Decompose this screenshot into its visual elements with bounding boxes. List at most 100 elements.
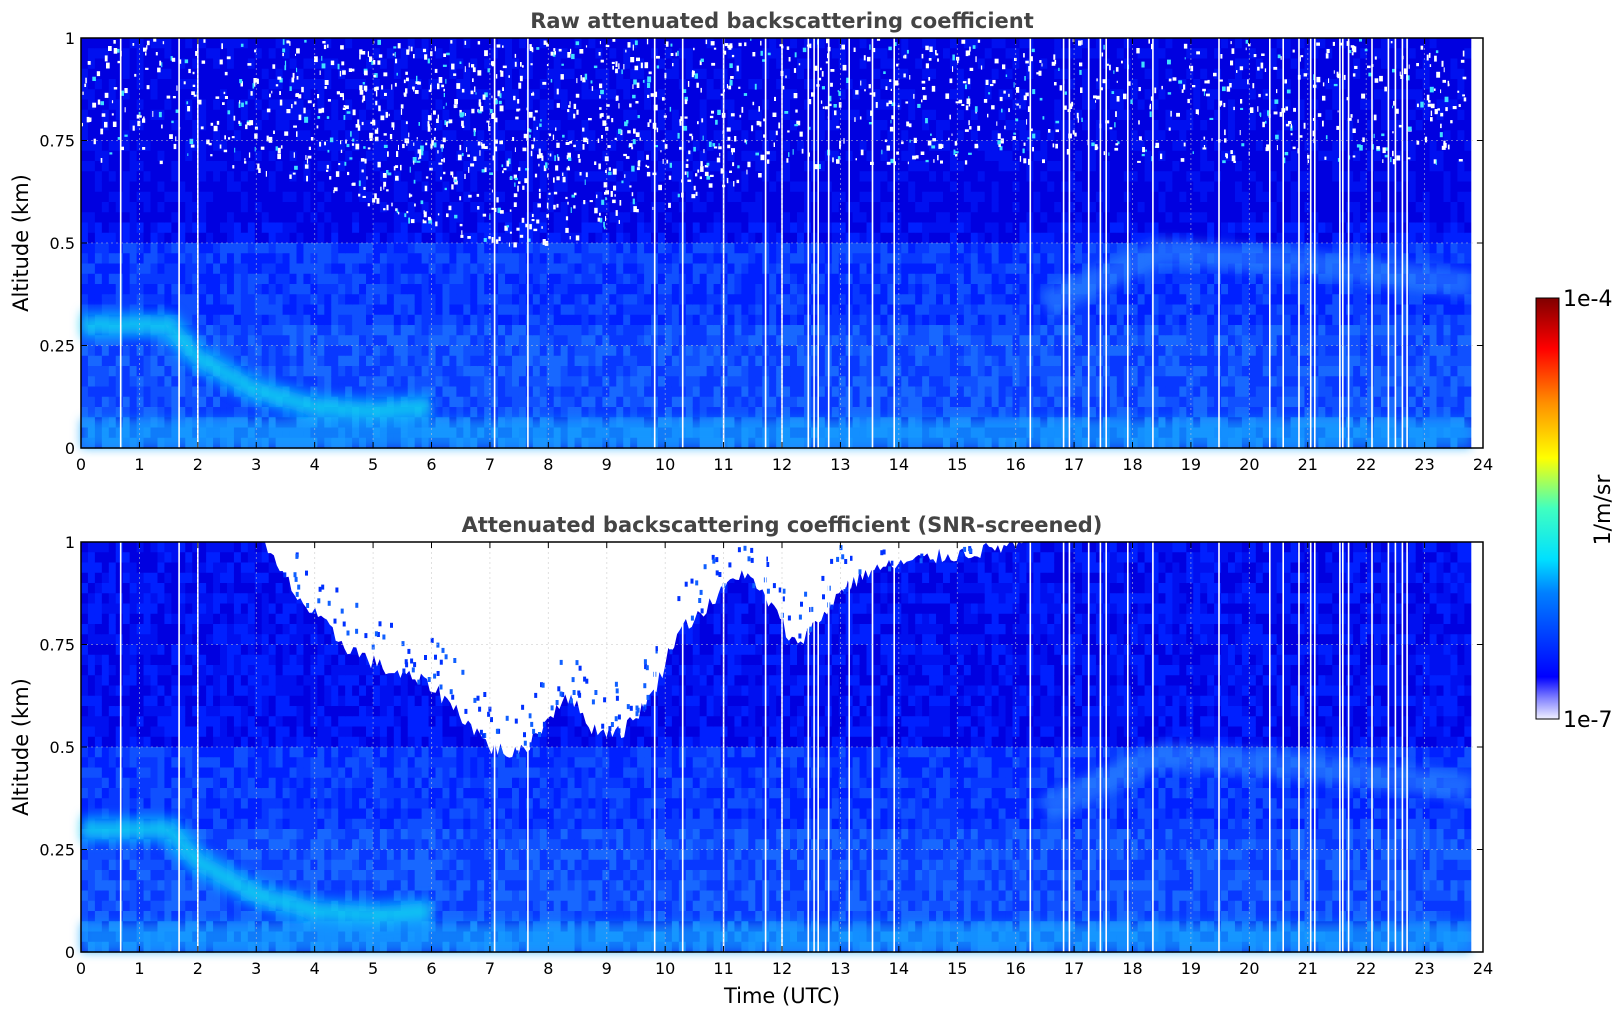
heatmap-cell bbox=[345, 48, 353, 59]
heatmap-cell bbox=[262, 346, 270, 357]
heatmap-cell bbox=[401, 356, 409, 367]
heatmap-cell bbox=[116, 59, 124, 70]
heatmap-cell bbox=[95, 79, 103, 90]
heatmap-cell bbox=[116, 212, 124, 223]
heatmap-cell bbox=[199, 202, 207, 213]
heatmap-cell bbox=[213, 335, 221, 346]
heatmap-cell bbox=[234, 346, 242, 357]
heatmap-cell bbox=[171, 171, 179, 182]
heatmap-cell bbox=[109, 243, 117, 254]
heatmap-cell bbox=[227, 100, 235, 111]
heatmap-cell bbox=[151, 407, 159, 418]
heatmap-cell bbox=[352, 376, 360, 387]
heatmap-cell bbox=[324, 376, 332, 387]
heatmap-cell bbox=[331, 89, 339, 100]
heatmap-cell bbox=[310, 366, 318, 377]
heatmap-cell bbox=[262, 161, 270, 172]
heatmap-cell bbox=[144, 253, 152, 264]
heatmap-cell bbox=[290, 38, 298, 49]
heatmap-cell bbox=[324, 356, 332, 367]
heatmap-cell bbox=[95, 110, 103, 121]
heatmap-cell bbox=[164, 202, 172, 213]
heatmap-cell bbox=[415, 284, 423, 295]
heatmap-cell bbox=[408, 305, 416, 316]
heatmap-cell bbox=[116, 151, 124, 162]
heatmap-cell bbox=[408, 110, 416, 121]
heatmap-cell bbox=[130, 264, 138, 275]
heatmap-cell bbox=[401, 233, 409, 244]
heatmap-cell bbox=[227, 59, 235, 70]
heatmap-cell bbox=[137, 38, 145, 49]
heatmap-cell bbox=[241, 284, 249, 295]
heatmap-cell bbox=[366, 325, 374, 336]
heatmap-cell bbox=[394, 223, 402, 234]
heatmap-cell bbox=[324, 69, 332, 80]
heatmap-cell bbox=[276, 264, 284, 275]
heatmap-cell bbox=[81, 59, 89, 70]
heatmap-cell bbox=[109, 59, 117, 70]
heatmap-cell bbox=[338, 335, 346, 346]
heatmap-cell bbox=[359, 110, 367, 121]
heatmap-cell bbox=[81, 223, 89, 234]
heatmap-cell bbox=[262, 243, 270, 254]
heatmap-cell bbox=[192, 130, 200, 141]
heatmap-cell bbox=[137, 346, 145, 357]
heatmap-cell bbox=[359, 274, 367, 285]
heatmap-cell bbox=[102, 79, 110, 90]
heatmap-cell bbox=[262, 212, 270, 223]
heatmap-cell bbox=[144, 100, 152, 111]
heatmap-cell bbox=[269, 243, 277, 254]
heatmap-cell bbox=[164, 397, 172, 408]
heatmap-cell bbox=[429, 151, 437, 162]
heatmap-cell bbox=[283, 264, 291, 275]
heatmap-cell bbox=[373, 253, 381, 264]
heatmap-cell bbox=[213, 315, 221, 326]
heatmap-cell bbox=[109, 233, 117, 244]
heatmap-cell bbox=[234, 335, 242, 346]
heatmap-cell bbox=[276, 38, 284, 49]
heatmap-cell bbox=[171, 294, 179, 305]
heatmap-cell bbox=[422, 325, 430, 336]
heatmap-cell bbox=[276, 171, 284, 182]
heatmap-cell bbox=[213, 141, 221, 152]
heatmap-cell bbox=[248, 38, 256, 49]
heatmap-cell bbox=[429, 182, 437, 193]
heatmap-cell bbox=[297, 325, 305, 336]
heatmap-cell bbox=[185, 171, 193, 182]
heatmap-cell bbox=[171, 202, 179, 213]
heatmap-cell bbox=[331, 212, 339, 223]
heatmap-cell bbox=[206, 69, 214, 80]
heatmap-cell bbox=[345, 376, 353, 387]
heatmap-cell bbox=[262, 202, 270, 213]
heatmap-cell bbox=[338, 120, 346, 131]
heatmap-cell bbox=[303, 89, 311, 100]
heatmap-cell bbox=[81, 346, 89, 357]
heatmap-cell bbox=[206, 89, 214, 100]
heatmap-cell bbox=[192, 212, 200, 223]
heatmap-cell bbox=[206, 171, 214, 182]
heatmap-cell bbox=[206, 59, 214, 70]
heatmap-cell bbox=[144, 151, 152, 162]
heatmap-cell bbox=[206, 253, 214, 264]
heatmap-cell bbox=[192, 223, 200, 234]
heatmap-cell bbox=[345, 294, 353, 305]
heatmap-cell bbox=[283, 356, 291, 367]
heatmap-cell bbox=[303, 223, 311, 234]
heatmap-cell bbox=[241, 274, 249, 285]
heatmap-cell bbox=[359, 130, 367, 141]
heatmap-cell bbox=[81, 212, 89, 223]
heatmap-cell bbox=[185, 407, 193, 418]
heatmap-cell bbox=[206, 315, 214, 326]
heatmap-cell bbox=[164, 274, 172, 285]
heatmap-cell bbox=[317, 253, 325, 264]
heatmap-cell bbox=[213, 397, 221, 408]
heatmap-cell bbox=[387, 325, 395, 336]
heatmap-cell bbox=[352, 253, 360, 264]
heatmap-cell bbox=[317, 325, 325, 336]
heatmap-cell bbox=[199, 253, 207, 264]
heatmap-cell bbox=[359, 376, 367, 387]
heatmap-cell bbox=[109, 223, 117, 234]
heatmap-cell bbox=[387, 366, 395, 377]
heatmap-cell bbox=[88, 192, 96, 203]
heatmap-cell bbox=[151, 397, 159, 408]
